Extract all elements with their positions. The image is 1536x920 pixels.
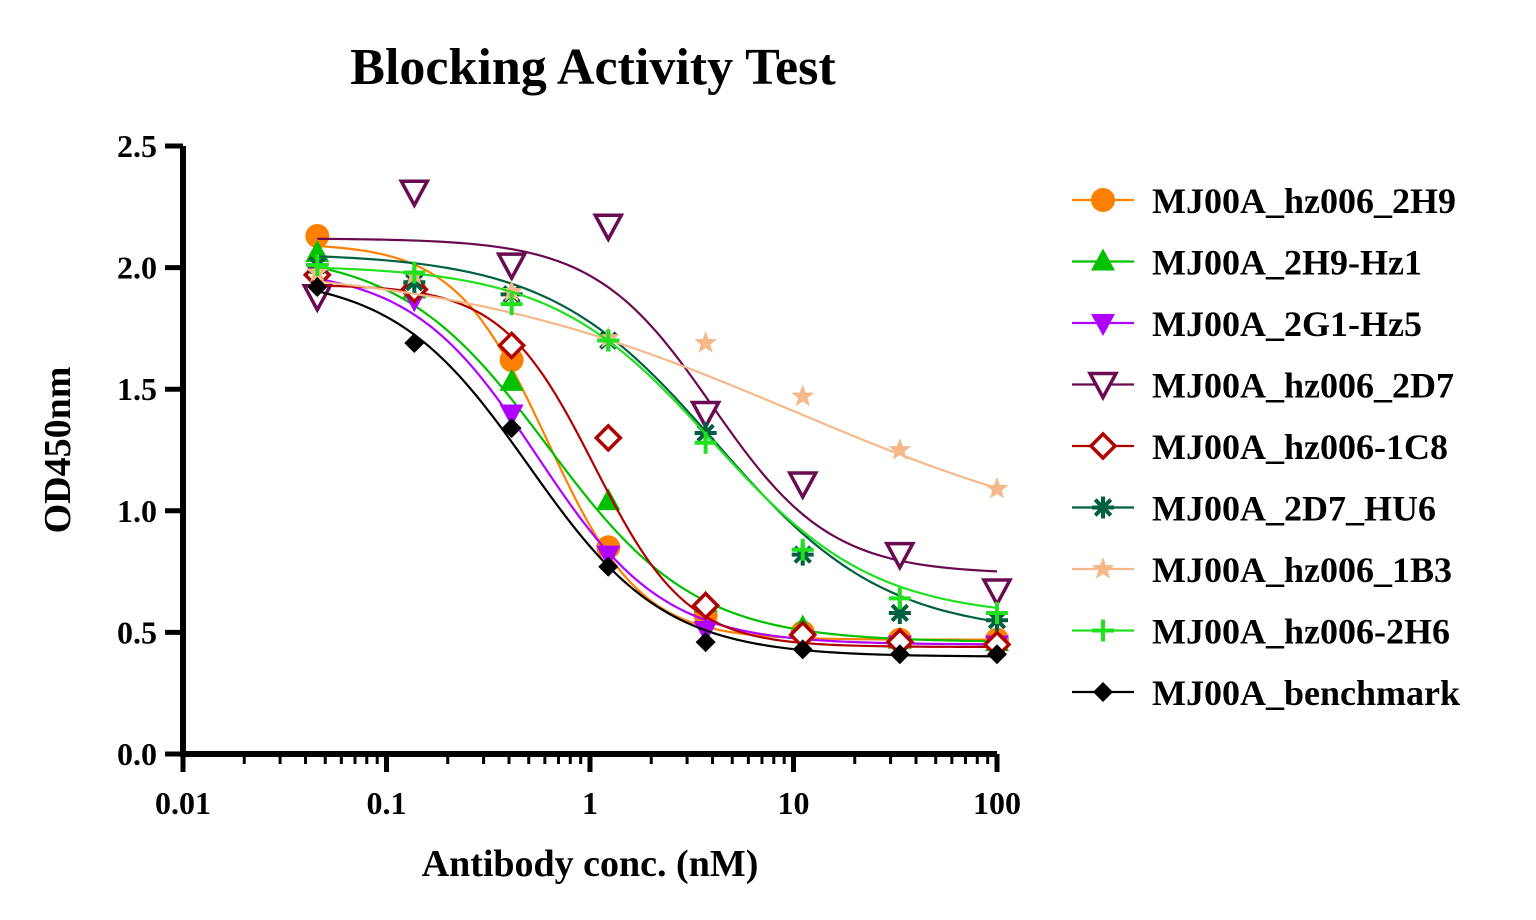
legend-label: MJ00A_hz006-1C8 (1152, 427, 1448, 467)
data-point (786, 471, 819, 501)
data-point (495, 252, 528, 282)
series-MJ00A_benchmark (307, 277, 1007, 665)
data-point (404, 332, 425, 353)
legend-marker (1088, 431, 1118, 461)
legend-label: MJ00A_hz006_2H9 (1152, 181, 1456, 221)
data-point (695, 632, 716, 653)
legend-item: MJ00A_hz006_2D7 (1072, 366, 1454, 406)
y-tick-label: 1.0 (117, 493, 157, 529)
data-point (987, 644, 1007, 665)
fit-curve (317, 290, 998, 658)
series-MJ00A_hz006_2D7 (301, 179, 1013, 608)
legend-label: MJ00A_2G1-Hz5 (1152, 304, 1422, 344)
data-point (499, 368, 524, 391)
data-point (500, 293, 523, 316)
legend-label: MJ00A_hz006_2D7 (1152, 366, 1454, 406)
legend-label: MJ00A_hz006_1B3 (1152, 550, 1452, 590)
x-tick-label: 1 (582, 785, 598, 821)
legend-item: MJ00A_hz006_2H9 (1072, 181, 1456, 221)
fit-curve (317, 284, 998, 649)
data-point (888, 601, 911, 624)
legend-marker (1092, 496, 1114, 519)
fit-curve (317, 244, 997, 641)
data-point (307, 277, 328, 298)
fit-curve (317, 280, 998, 490)
data-point (791, 538, 814, 561)
data-point (596, 545, 621, 568)
data-point (597, 329, 620, 352)
x-tick-label: 0.01 (155, 785, 211, 821)
data-point (792, 639, 813, 660)
data-point (593, 423, 623, 453)
data-point (883, 541, 916, 572)
data-point (499, 404, 524, 427)
legend-label: MJ00A_hz006-2H6 (1152, 612, 1450, 652)
legend-label: MJ00A_benchmark (1152, 673, 1460, 713)
data-point (306, 254, 329, 277)
data-point (981, 578, 1013, 608)
axes (180, 146, 997, 757)
data-point (497, 330, 527, 360)
data-point (985, 476, 1009, 499)
y-tick-label: 2.0 (117, 250, 157, 286)
y-tick-label: 1.5 (117, 371, 157, 407)
data-point (888, 587, 911, 610)
data-point (986, 601, 1008, 624)
chart-title: Blocking Activity Test (350, 39, 836, 96)
x-tick-label: 10 (778, 785, 810, 821)
y-tick-label: 2.5 (117, 128, 157, 164)
data-point (598, 556, 619, 577)
legend-label: MJ00A_2D7_HU6 (1152, 489, 1436, 529)
data-point (694, 330, 718, 353)
legend-marker (1091, 248, 1115, 271)
fit-curve (317, 237, 998, 573)
legend-item: MJ00A_2D7_HU6 (1072, 489, 1436, 529)
y-axis-label: OD450nm (37, 367, 79, 534)
fit-curve (317, 277, 998, 646)
legend-item: MJ00A_2H9-Hz1 (1072, 243, 1422, 283)
series-MJ00A_2D7_HU6 (306, 254, 1008, 632)
data-point (592, 213, 625, 243)
fit-curve (317, 255, 998, 623)
x-tick-label: 100 (973, 785, 1021, 821)
legend-item: MJ00A_hz006-1C8 (1072, 427, 1448, 467)
y-tick-label: 0.0 (117, 736, 157, 772)
legend-label: MJ00A_2H9-Hz1 (1152, 243, 1422, 283)
data-point (501, 418, 522, 439)
legend-marker (1091, 557, 1115, 579)
legend: MJ00A_hz006_2H9 MJ00A_2H9-Hz1 MJ00A_2G1-Hz… (1072, 181, 1460, 713)
data-point (499, 348, 524, 373)
data-point (691, 591, 721, 621)
ticks: 0.01 0.1 1 10 100 0.0 0.5 1.0 1.5 2.0 2.5 (117, 128, 1021, 821)
legend-marker (1091, 188, 1115, 212)
data-point (689, 400, 722, 431)
legend-marker (1087, 371, 1119, 402)
series-MJ00A_hz006-2H6 (306, 254, 1008, 624)
legend-item: MJ00A_hz006-2H6 (1072, 612, 1450, 652)
data-point (305, 223, 330, 248)
data-point (888, 438, 912, 460)
fit-curve (317, 266, 998, 609)
data-point (398, 179, 431, 209)
x-tick-label: 0.1 (367, 785, 407, 821)
plot-area (301, 179, 1013, 665)
data-point (693, 620, 718, 643)
data-point (694, 431, 717, 454)
legend-marker (1093, 682, 1113, 702)
legend-item: MJ00A_hz006_1B3 (1072, 550, 1452, 590)
data-point (403, 261, 426, 284)
legend-marker (1091, 314, 1115, 336)
x-axis-label: Antibody conc. (nM) (422, 843, 759, 885)
data-point (791, 384, 815, 407)
fit-curve (317, 265, 998, 643)
y-tick-label: 0.5 (117, 614, 157, 650)
data-point (889, 644, 910, 665)
legend-item: MJ00A_benchmark (1072, 673, 1460, 713)
legend-marker (1092, 619, 1114, 642)
legend-item: MJ00A_2G1-Hz5 (1072, 304, 1422, 344)
